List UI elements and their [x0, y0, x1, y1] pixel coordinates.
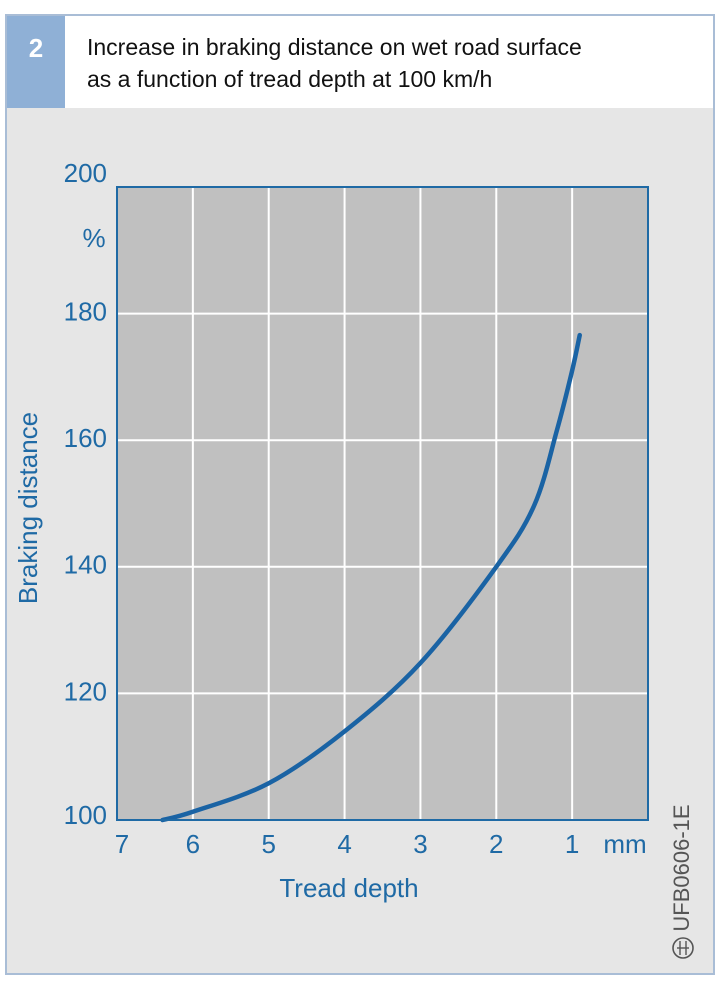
title-line: Increase in braking distance on wet road…: [87, 34, 582, 60]
x-tick-label: 4: [337, 829, 351, 859]
x-tick-label: 3: [413, 829, 427, 859]
logo: [672, 937, 694, 959]
figure-number: 2: [7, 16, 65, 108]
figure-code: UFB0606-1E: [669, 804, 694, 931]
y-unit: %: [82, 223, 105, 253]
x-unit: mm: [603, 829, 646, 859]
y-tick-label: 120: [64, 676, 107, 706]
x-axis-label: Tread depth: [279, 873, 418, 903]
x-tick-label: 2: [489, 829, 503, 859]
y-tick-label: 200: [64, 158, 107, 188]
plot-area: [117, 187, 648, 820]
x-tick-label: 1: [565, 829, 579, 859]
y-tick-label: 160: [64, 423, 107, 453]
plot-border: [116, 186, 649, 821]
x-tick-label: 7: [115, 829, 129, 859]
x-tick-label: 5: [261, 829, 275, 859]
x-tick-label: 6: [186, 829, 200, 859]
title-line: as a function of tread depth at 100 km/h: [87, 66, 493, 92]
y-tick-label: 140: [64, 550, 107, 580]
line-series: [160, 332, 582, 823]
y-tick-label: 180: [64, 296, 107, 326]
y-axis-label: Braking distance: [13, 412, 43, 604]
y-tick-label: 100: [64, 800, 107, 830]
title-box: Increase in braking distance on wet road…: [65, 16, 713, 108]
